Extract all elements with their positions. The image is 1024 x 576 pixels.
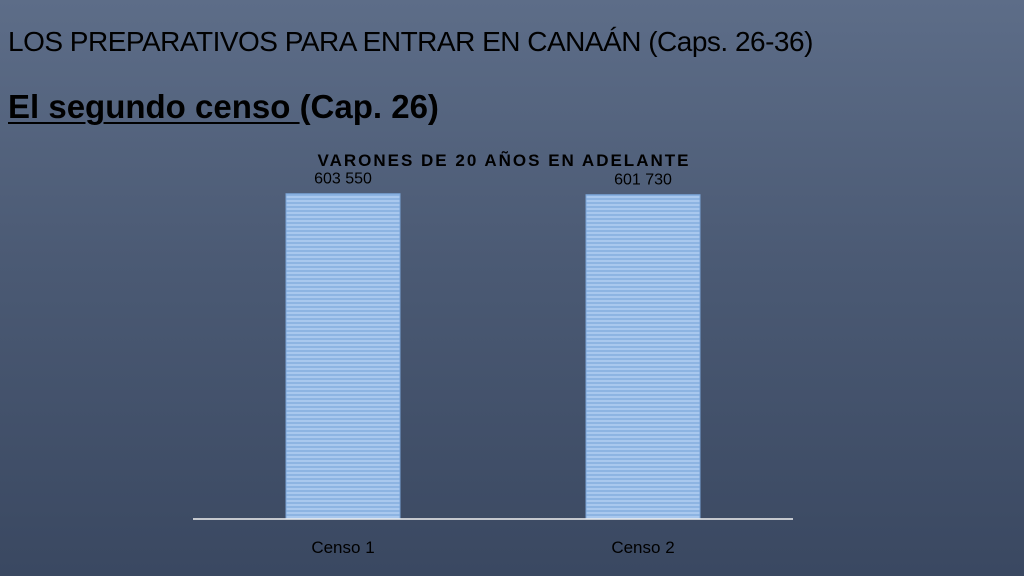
category-label-1: Censo 1 <box>311 538 374 557</box>
subheading-underlined-text: El segundo censo <box>8 88 300 125</box>
slide-heading: LOS PREPARATIVOS PARA ENTRAR EN CANAÁN (… <box>8 26 813 57</box>
data-label-2: 601 730 <box>614 172 672 189</box>
chart-title: VARONES DE 20 AÑOS EN ADELANTE <box>318 150 691 170</box>
bar-2 <box>585 194 701 520</box>
bars-layer: 603 550 Censo 1 601 730 Censo 2 <box>285 171 701 557</box>
subheading-rest-text: (Cap. 26) <box>299 88 439 125</box>
slide-subheading: El segundo censo (Cap. 26) <box>8 88 439 126</box>
data-label-1: 603 550 <box>314 171 372 188</box>
bar-1 <box>285 193 401 520</box>
category-label-2: Censo 2 <box>611 538 674 557</box>
